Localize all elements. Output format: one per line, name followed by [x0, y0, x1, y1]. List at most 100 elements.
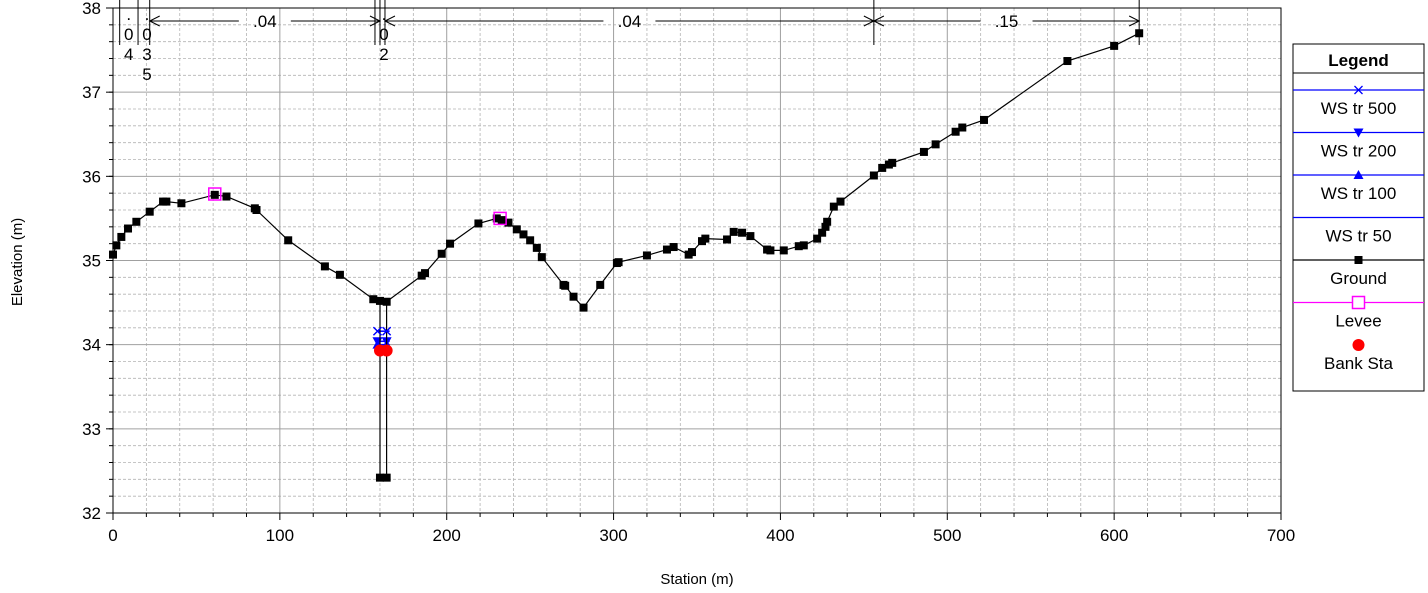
legend-entry-label: Bank Sta: [1324, 354, 1394, 373]
bank-station-point: [380, 344, 393, 357]
y-tick-label: 37: [82, 83, 101, 102]
ground-point: [320, 262, 329, 271]
ground-point: [437, 249, 446, 258]
levee-point: [493, 211, 507, 226]
ground-point: [252, 206, 261, 214]
ground-point: [794, 242, 803, 251]
ground-point: [561, 281, 570, 290]
x-tick-label: 300: [599, 526, 627, 545]
y-tick-label: 34: [82, 336, 101, 355]
arrow-head-right: [369, 15, 382, 27]
ground-line: [112, 32, 1140, 479]
ground-point: [145, 207, 154, 216]
ground-point: [519, 230, 528, 239]
ground-point: [614, 258, 623, 267]
ground-point: [526, 236, 535, 245]
ground-point: [124, 224, 133, 233]
x-tick-label: 200: [433, 526, 461, 545]
ground-point: [1135, 29, 1144, 38]
water-surface-point: [382, 326, 392, 336]
ground-point: [687, 248, 696, 257]
ground-point: [497, 216, 506, 225]
ground-point: [823, 217, 832, 226]
legend-marker: [1354, 85, 1363, 95]
ground-point: [177, 199, 186, 208]
ground-point: [888, 158, 897, 167]
ground-point: [836, 197, 845, 206]
legend-entry-label: WS tr 100: [1321, 184, 1397, 203]
series-layer: [109, 29, 1144, 482]
legend: Legend WS tr 500 WS tr 200 WS tr 100 WS tr 5…: [1292, 43, 1425, 392]
ground-point: [701, 234, 710, 243]
ground-point: [818, 228, 827, 237]
ground-point: [779, 246, 788, 255]
ground-point: [669, 243, 678, 252]
ground-point: [746, 232, 755, 241]
ground-point: [766, 246, 775, 255]
y-tick-label: 38: [82, 0, 101, 18]
ground-point: [474, 219, 483, 228]
ground-point: [375, 473, 384, 482]
ground-point: [117, 232, 126, 241]
arrow-head-left: [148, 15, 160, 27]
y-tick-label: 35: [82, 252, 101, 271]
ground-point: [869, 171, 878, 180]
ground-point: [222, 192, 231, 201]
arrow-head-right: [1128, 15, 1141, 27]
ground-point: [569, 292, 578, 301]
legend-title: Legend: [1328, 51, 1388, 70]
legend-entry-label: Ground: [1330, 269, 1387, 288]
ground-point: [382, 473, 391, 482]
legend-marker: [1353, 128, 1364, 138]
ground-point: [132, 217, 141, 226]
ground-point: [284, 236, 293, 245]
ground-point: [504, 218, 513, 227]
ground-point: [596, 280, 605, 289]
ground-point: [723, 235, 732, 244]
legend-entry-label: WS tr 500: [1321, 99, 1397, 118]
y-axis-title: Elevation (m): [9, 218, 26, 306]
x-tick-label: 700: [1267, 526, 1295, 545]
ground-point: [951, 127, 960, 136]
x-tick-label: 100: [266, 526, 294, 545]
ground-point: [335, 270, 344, 279]
legend-marker: [1353, 170, 1364, 179]
roughness-label: .15: [995, 12, 1019, 31]
ground-point: [931, 140, 940, 149]
ground-point: [729, 227, 738, 236]
x-tick-label: 0: [108, 526, 117, 545]
roughness-label: .04: [253, 12, 277, 31]
ground-point: [162, 197, 171, 206]
legend-entry-label: WS tr 200: [1321, 142, 1397, 161]
ground-point: [369, 295, 378, 304]
ground-point: [829, 202, 838, 211]
ground-point: [821, 222, 830, 231]
ground-point: [421, 269, 430, 278]
x-tick-label: 400: [766, 526, 794, 545]
water-surface-point: [373, 326, 382, 336]
ground-point: [878, 163, 887, 172]
ground-point: [642, 251, 651, 260]
axis-ticks: [106, 7, 1282, 520]
ground-point: [579, 303, 588, 312]
ground-point: [958, 123, 967, 132]
legend-entry-label: WS tr 50: [1325, 227, 1391, 246]
legend-entry-label: Levee: [1335, 312, 1381, 331]
roughness-annotations: .04 .04 .15 . 0 4 . 0 3 5 . 0 2: [119, 0, 1141, 84]
ground-point: [1063, 57, 1072, 66]
ground-point: [112, 241, 121, 250]
ground-point: [512, 225, 521, 234]
legend-marker: [1352, 339, 1365, 351]
ground-point: [979, 115, 988, 124]
ground-point: [799, 241, 808, 250]
x-axis-title: Station (m): [660, 571, 733, 588]
major-grid: [112, 7, 1282, 514]
arrow-head-left: [383, 15, 396, 27]
y-tick-label: 32: [82, 504, 101, 523]
x-tick-label: 500: [933, 526, 961, 545]
arrow-head-left: [872, 15, 885, 27]
